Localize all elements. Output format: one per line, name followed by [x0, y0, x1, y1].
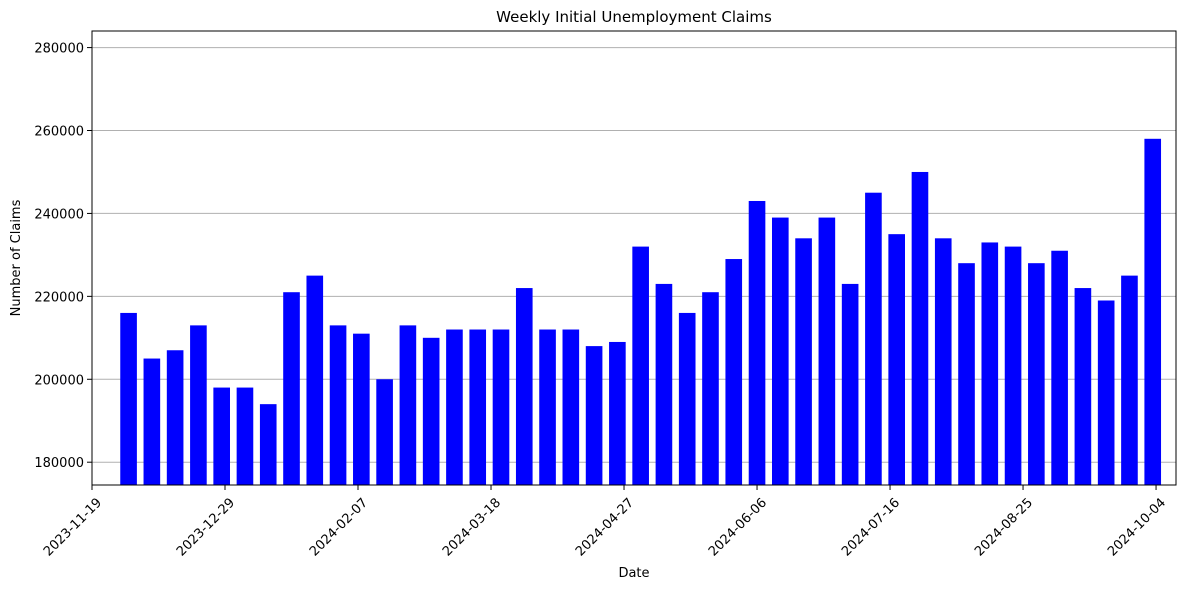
- y-tick-label: 200000: [34, 373, 84, 388]
- bar: [981, 242, 999, 485]
- y-axis-title: Number of Claims: [9, 199, 24, 316]
- bar: [376, 379, 393, 485]
- bar: [958, 263, 975, 485]
- bar: [865, 192, 882, 486]
- bar: [632, 246, 649, 485]
- x-tick-label: 2024-07-16: [839, 495, 903, 559]
- bar: [562, 329, 580, 485]
- bar: [678, 312, 696, 485]
- bar: [399, 325, 417, 485]
- y-tick-label: 280000: [34, 42, 84, 57]
- bar: [1028, 263, 1045, 485]
- x-tick-label: 2023-11-19: [41, 495, 105, 559]
- bar: [283, 292, 300, 485]
- bar: [609, 341, 626, 485]
- bar: [469, 329, 487, 485]
- bar: [748, 200, 766, 486]
- x-tick-label: 2023-12-29: [174, 495, 238, 559]
- bar: [120, 312, 137, 485]
- bar: [1051, 250, 1068, 485]
- bar: [771, 217, 789, 485]
- bar: [213, 387, 230, 485]
- bar: [725, 259, 743, 485]
- bar: [422, 337, 440, 485]
- bar: [446, 329, 463, 485]
- bar: [306, 275, 324, 485]
- x-tick-label: 2024-03-18: [440, 495, 504, 559]
- y-tick-label: 240000: [34, 207, 84, 222]
- bars: [120, 138, 1162, 486]
- bar: [1004, 246, 1022, 485]
- bar: [259, 404, 277, 485]
- plot-frame: [91, 30, 1177, 486]
- y-tick-label: 260000: [34, 125, 84, 140]
- bar: [702, 292, 719, 485]
- bar: [190, 325, 207, 485]
- bar: [353, 333, 370, 485]
- bar: [1074, 288, 1092, 485]
- chart-title: Weekly Initial Unemployment Claims: [496, 8, 772, 26]
- x-tick-label: 2024-08-25: [972, 495, 1036, 559]
- bar: [515, 288, 533, 485]
- bar: [655, 283, 673, 485]
- y-tick-label: 180000: [34, 456, 84, 471]
- x-tick-label: 2024-04-27: [573, 495, 637, 559]
- bar: [934, 238, 952, 485]
- y-axis: 180000 200000 220000 240000 260000 280000: [34, 42, 92, 471]
- bar: [888, 234, 905, 485]
- x-axis: 2023-11-19 2023-12-29 2024-02-07 2024-03-18…: [41, 485, 1169, 559]
- bar: [1144, 138, 1162, 486]
- bar: [1121, 275, 1138, 485]
- bar: [143, 358, 161, 485]
- x-tick-label: 2024-06-06: [706, 495, 770, 559]
- bar: [841, 283, 859, 485]
- x-axis-title: Date: [618, 566, 649, 581]
- bar: [539, 329, 556, 485]
- y-tick-label: 220000: [34, 290, 84, 305]
- x-tick-label: 2024-10-04: [1105, 495, 1169, 559]
- x-tick-label: 2024-02-07: [307, 495, 371, 559]
- bar: [1097, 300, 1115, 485]
- bar: [166, 350, 184, 485]
- bar: [911, 171, 929, 486]
- bar: [585, 346, 603, 485]
- bar: [795, 238, 812, 485]
- bar: [236, 387, 254, 485]
- bar: [329, 325, 347, 485]
- bar: [492, 329, 510, 485]
- bar: [818, 217, 836, 485]
